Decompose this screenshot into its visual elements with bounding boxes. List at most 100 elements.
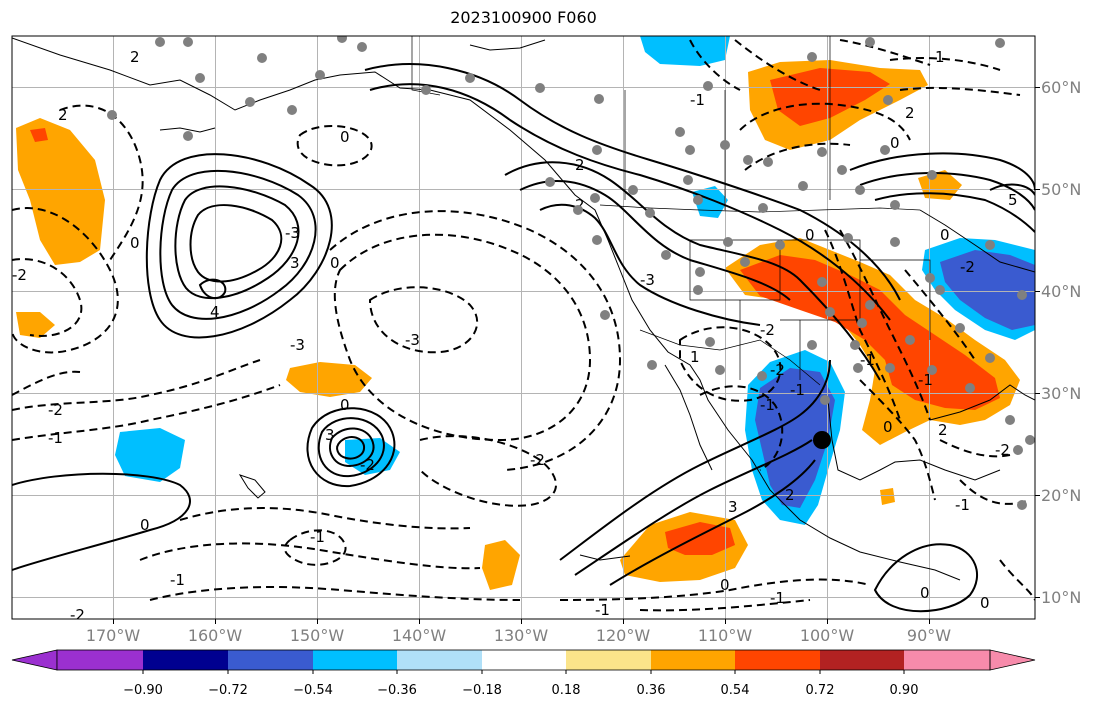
contour-label: -2 <box>995 441 1010 459</box>
contour-label: 2 <box>575 156 585 174</box>
colorbar-tick-label: −0.72 <box>208 683 248 698</box>
contour-label: -1 <box>48 429 63 447</box>
contour-label: 0 <box>980 594 990 612</box>
contour-label: 3 <box>290 254 300 272</box>
lon-tick-label: 150°W <box>290 626 345 645</box>
colorbar-tick-label: 0.36 <box>637 683 666 698</box>
colorbar-bin <box>566 650 651 670</box>
lightblue-region-gulf-ca <box>640 36 730 66</box>
contour-label: 2 <box>575 196 585 214</box>
orange-region-mid <box>286 362 372 397</box>
colorbar-bin <box>482 650 566 670</box>
contour-label: -1 <box>860 351 875 369</box>
colorbar-bin <box>228 650 313 670</box>
contour-label: -3 <box>285 224 300 242</box>
contour-label: 0 <box>805 226 815 244</box>
contour-label: -3 <box>640 271 655 289</box>
colorbar-tick-label: 0.54 <box>721 683 750 698</box>
lat-tick-label: 60°N <box>1041 78 1081 97</box>
contour-label: -2 <box>360 456 375 474</box>
contour-label: -2 <box>12 266 27 284</box>
contour-label: 2 <box>785 486 795 504</box>
orange-spot-mexico-coast <box>880 488 895 505</box>
contour-label: -2 <box>960 258 975 276</box>
contour-label: 2 <box>58 106 68 124</box>
colorbar-tick-label: −0.90 <box>123 683 163 698</box>
lat-tick-label: 20°N <box>1041 486 1081 505</box>
orange-region-south-a <box>482 540 520 590</box>
map-panel: 2 2 0 0 -3 -2 -1 4 3 -3 0 0 3 -2 -3 -2 0… <box>12 36 1035 624</box>
contour-label: 3 <box>728 498 738 516</box>
contour-label: -3 <box>290 336 305 354</box>
colorbar-tick-label: −0.54 <box>293 683 333 698</box>
colorbar-bin <box>57 650 143 670</box>
target-point-marker <box>813 431 831 449</box>
contour-label: 0 <box>340 396 350 414</box>
colorbar-under-extend <box>11 649 58 671</box>
map-frame <box>11 35 1036 620</box>
graticule <box>12 36 1035 619</box>
contour-label: 0 <box>340 128 350 146</box>
colorbar-tick-label: 0.90 <box>890 683 919 698</box>
colorbar-over-extend <box>989 649 1036 671</box>
contours-solid <box>12 63 1035 613</box>
lon-tick-label: 140°W <box>392 626 447 645</box>
contour-label: -1 <box>918 371 933 389</box>
colorbar-bin <box>651 650 735 670</box>
lat-tick-label: 30°N <box>1041 384 1081 403</box>
colorbar-tick-label: 0.72 <box>806 683 835 698</box>
longitude-ticks: 170°W 160°W 150°W 140°W 130°W 120°W 110°… <box>86 619 951 645</box>
contour-label: 3 <box>325 426 335 444</box>
blue-region-mexico <box>755 368 835 508</box>
lightblue-region-sw <box>115 428 185 482</box>
contour-label: 0 <box>940 226 950 244</box>
contour-label: -2 <box>760 321 775 339</box>
lon-tick-label: 110°W <box>698 626 753 645</box>
contour-label: -1 <box>595 601 610 619</box>
orange-region-nw <box>16 118 105 265</box>
colorbar-bin <box>904 650 990 670</box>
contour-label: 0 <box>920 584 930 602</box>
contour-label: -1 <box>760 396 775 414</box>
colorbar-bin <box>143 650 228 670</box>
map-title: 2023100900 F060 <box>450 8 597 27</box>
contour-label: 0 <box>140 516 150 534</box>
lat-tick-label: 50°N <box>1041 180 1081 199</box>
contour-label: 4 <box>210 303 220 321</box>
colorbar-tick-label: 0.18 <box>552 683 581 698</box>
contour-label: 0 <box>883 418 893 436</box>
contour-label: -1 <box>770 589 785 607</box>
lon-tick-label: 120°W <box>596 626 651 645</box>
contour-label: 0 <box>720 576 730 594</box>
contour-label: 1 <box>690 348 700 366</box>
contour-label: -1 <box>310 528 325 546</box>
contour-label: 0 <box>130 234 140 252</box>
contour-label: 2 <box>130 48 140 66</box>
lon-tick-label: 160°W <box>188 626 243 645</box>
station-markers <box>107 36 1035 510</box>
contour-label: -1 <box>790 381 805 399</box>
contour-label: -2 <box>770 361 785 379</box>
latitude-ticks: 60°N 50°N 40°N 30°N 20°N 10°N <box>1035 78 1081 607</box>
red-spot-nw <box>30 128 48 142</box>
contour-label: 2 <box>938 421 948 439</box>
colorbar-tick-label: −0.18 <box>462 683 502 698</box>
contour-label: 1 <box>935 48 945 66</box>
contour-label: 0 <box>330 254 340 272</box>
colorbar: −0.90 −0.72 −0.54 −0.36 −0.18 0.18 0.36 … <box>11 649 1036 698</box>
lon-tick-label: 170°W <box>86 626 141 645</box>
lat-tick-label: 10°N <box>1041 588 1081 607</box>
contour-label: -1 <box>170 571 185 589</box>
contour-label: 5 <box>1008 191 1018 209</box>
contour-label: -1 <box>690 91 705 109</box>
lon-tick-label: 100°W <box>800 626 855 645</box>
contour-label: 0 <box>890 134 900 152</box>
red-region-south-b <box>665 522 735 555</box>
lat-tick-label: 40°N <box>1041 282 1081 301</box>
contour-labels: 2 2 0 0 -3 -2 -1 4 3 -3 0 0 3 -2 -3 -2 0… <box>12 48 1018 624</box>
contour-label: -2 <box>70 606 85 624</box>
orange-region-w-small <box>16 312 55 338</box>
contour-label: -3 <box>405 331 420 349</box>
colorbar-bin <box>313 650 397 670</box>
